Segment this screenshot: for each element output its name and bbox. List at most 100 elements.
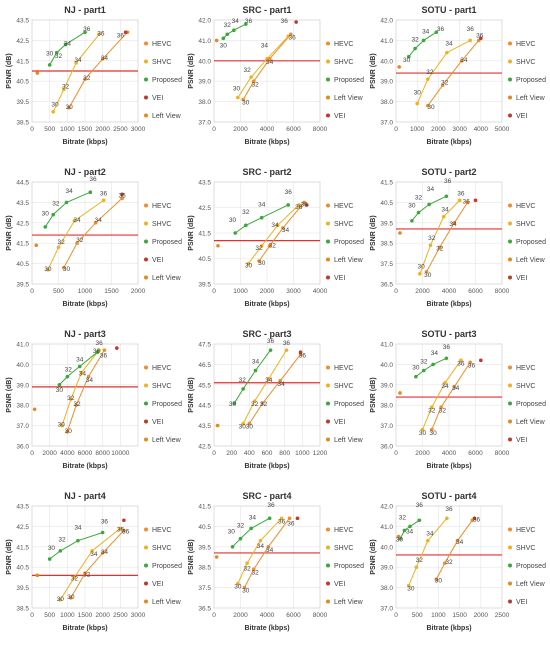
data-point-hevc	[468, 360, 472, 365]
qp-label: 32	[416, 557, 424, 564]
legend-label: SHVC	[334, 383, 353, 390]
chart-panel-nj-part2: 39.5 40.5 41.5 42.5 43.5 44.5 0 500 1000 1500 2000…	[4, 164, 184, 324]
data-point-proposed	[286, 203, 290, 207]
qp-label: 32	[415, 194, 423, 201]
data-point-shvc	[284, 348, 289, 352]
data-point-shvc	[249, 75, 253, 79]
qp-label: 30	[418, 264, 426, 271]
series-line-proposed	[49, 532, 103, 560]
legend-label: SHVC	[516, 221, 535, 228]
chart-title: NJ - part2	[64, 167, 106, 177]
qp-label: 30	[429, 430, 437, 437]
qp-label: 30	[67, 594, 75, 601]
plot-area	[213, 505, 321, 609]
qp-label: 36	[100, 352, 108, 359]
legend-marker-hevc	[508, 365, 512, 370]
y-tick-label: 41.5	[198, 504, 211, 511]
x-tick-label: 0	[212, 288, 216, 295]
legend-marker-shvc	[144, 59, 148, 64]
data-point-shvc	[246, 261, 251, 266]
qp-label: 36	[278, 518, 286, 525]
series-line-shvc	[248, 204, 300, 264]
qp-label: 30	[435, 578, 443, 585]
legend-marker-hevc	[508, 41, 512, 46]
data-point-vei	[120, 192, 124, 197]
legend-label: Proposed	[152, 401, 182, 408]
data-point-proposed	[100, 530, 105, 535]
chart-title: SOTU - part3	[421, 329, 476, 339]
series-line-hevc	[244, 517, 290, 588]
plot-area	[395, 19, 503, 123]
plot-area	[395, 505, 503, 609]
data-point-shvc	[426, 538, 430, 543]
x-axis-title: Bitrate (kbps)	[426, 301, 471, 308]
data-point-shvc	[72, 575, 77, 580]
data-point-proposed	[444, 194, 449, 199]
data-point-shvc	[252, 399, 257, 403]
series-line-proposed	[59, 351, 98, 386]
legend-marker-left_view	[508, 581, 512, 586]
qp-label: 36	[445, 506, 453, 513]
data-point-proposed	[88, 190, 93, 194]
qp-label: 36	[287, 520, 295, 527]
y-tick-label: 42.5	[198, 444, 211, 451]
legend-label: SHVC	[152, 59, 171, 66]
data-point-shvc	[69, 397, 73, 401]
qp-label: 34	[449, 221, 457, 228]
qp-label: 32	[251, 569, 259, 576]
qp-label: 34	[73, 217, 81, 224]
y-tick-label: 38.0	[380, 585, 393, 592]
data-point-proposed	[221, 36, 226, 41]
qp-label: 36	[416, 502, 424, 509]
data-point-proposed	[64, 200, 69, 205]
qp-label: 36	[437, 26, 445, 33]
legend-marker-left_view	[144, 599, 148, 604]
x-tick-label: 0	[394, 288, 398, 295]
y-tick-label: 39.5	[198, 544, 211, 551]
y-tick-label: 38.0	[380, 99, 393, 106]
y-tick-label: 41.0	[16, 342, 29, 349]
qp-label: 34	[74, 57, 82, 64]
y-tick-label: 40.5	[380, 200, 393, 207]
y-tick-label: 44.5	[198, 403, 211, 410]
x-tick-label: 3000	[286, 288, 301, 295]
qp-label: 36	[443, 344, 451, 351]
y-tick-label: 41.5	[16, 241, 29, 248]
qp-label: 36	[463, 198, 471, 205]
data-point-proposed	[427, 202, 431, 207]
y-tick-label: 37.5	[380, 261, 393, 268]
legend-label: HEVC	[334, 527, 353, 534]
qp-label: 30	[424, 272, 432, 279]
legend-marker-proposed	[508, 239, 512, 244]
qp-label: 30	[396, 537, 404, 544]
legend-label: Left View	[334, 95, 364, 102]
data-point-left_view	[214, 555, 219, 559]
legend-label: HEVC	[516, 41, 535, 48]
qp-label: 34	[271, 222, 279, 229]
legend-label: Proposed	[152, 77, 182, 84]
x-tick-label: 500	[412, 612, 423, 619]
data-point-shvc	[118, 526, 123, 531]
data-point-left_view	[214, 38, 219, 43]
x-tick-label: 2000	[415, 288, 430, 295]
series-line-proposed	[408, 31, 437, 58]
legend-label: Proposed	[334, 239, 364, 246]
qp-label: 34	[282, 227, 290, 234]
chart-svg: 36.0 37.0 38.0 39.0 40.0 41.0 0 2000 4000 6000 800…	[370, 329, 546, 470]
qp-label: 34	[445, 41, 453, 48]
qp-label: 34	[86, 377, 94, 384]
x-tick-label: 2000	[131, 288, 146, 295]
plot-area	[213, 19, 321, 123]
data-point-hevc	[251, 567, 256, 572]
legend-marker-hevc	[144, 203, 148, 208]
data-point-shvc	[443, 380, 447, 385]
qp-label: 32	[244, 67, 252, 74]
x-tick-label: 4000	[474, 126, 489, 133]
x-tick-label: 1000	[60, 612, 75, 619]
qp-label: 36	[89, 176, 97, 183]
data-point-left_view	[35, 573, 40, 578]
qp-label: 36	[122, 529, 130, 536]
data-point-proposed	[444, 356, 449, 361]
qp-label: 30	[228, 529, 236, 536]
x-tick-label: 6000	[286, 126, 301, 133]
